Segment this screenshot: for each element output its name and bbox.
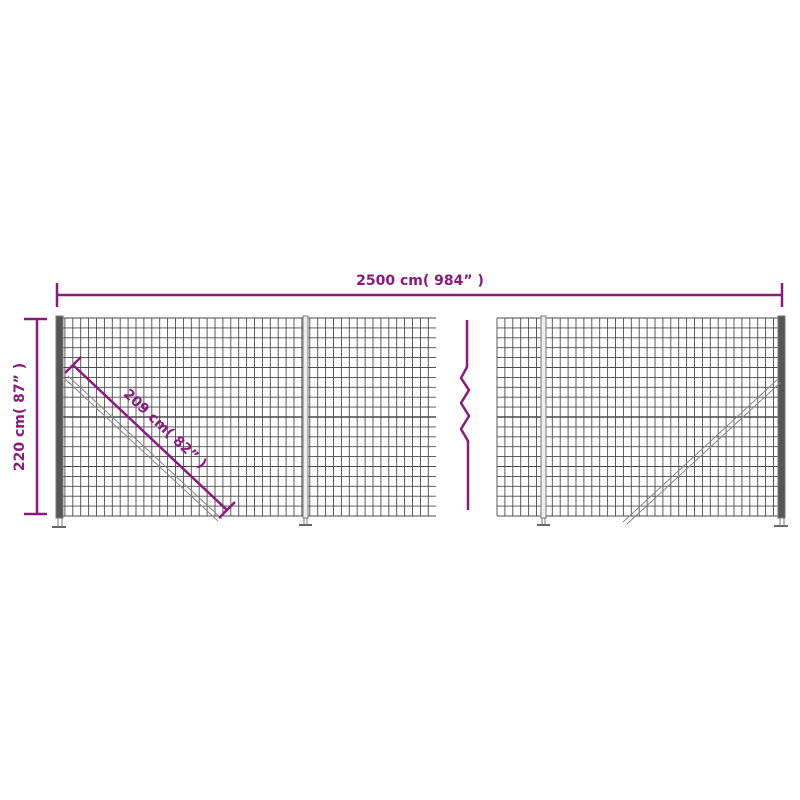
post-left-end <box>55 315 64 519</box>
post-right-panel <box>540 315 547 519</box>
fence-panel-left <box>56 317 436 517</box>
brace-label: 209 cm( 82” ) <box>120 386 210 472</box>
height-dimension <box>24 317 47 516</box>
length-dimension <box>55 283 784 307</box>
post-right-end <box>777 315 786 519</box>
brace-left <box>63 377 219 522</box>
length-label: 2500 cm( 984” ) <box>356 273 484 289</box>
break-symbol <box>459 320 471 510</box>
height-label: 220 cm( 87” ) <box>12 363 28 471</box>
brace-dimension <box>64 356 236 519</box>
post-middle <box>302 315 309 519</box>
fence-posts <box>52 315 788 528</box>
diagonal-braces <box>63 375 782 525</box>
fence-panel-right <box>496 317 783 517</box>
brace-right <box>622 378 779 523</box>
